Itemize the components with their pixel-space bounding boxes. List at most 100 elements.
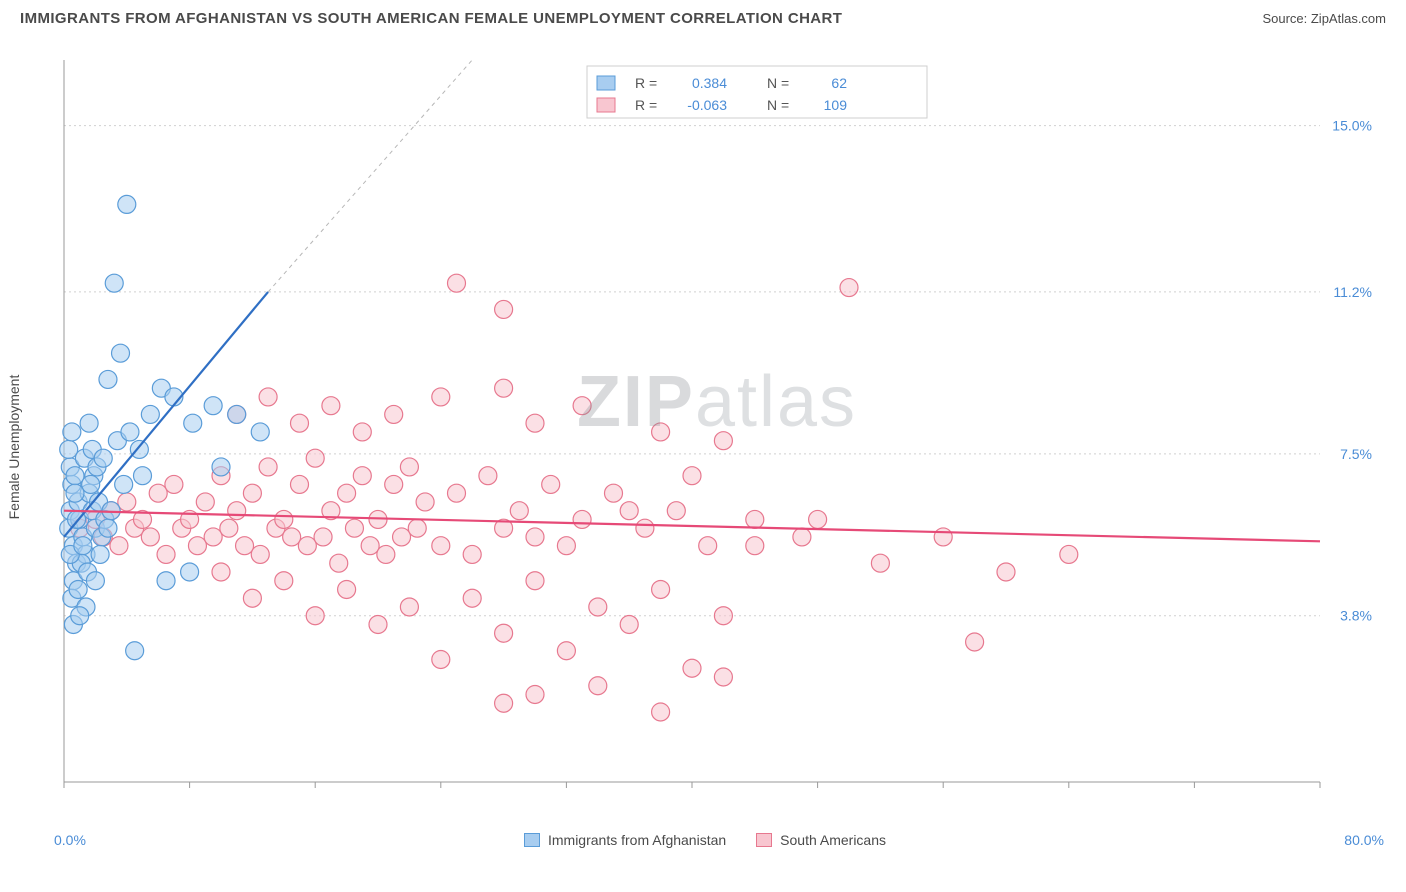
- data-point-blue: [157, 572, 175, 590]
- data-point-pink: [306, 449, 324, 467]
- data-point-blue: [66, 467, 84, 485]
- data-point-pink: [526, 528, 544, 546]
- data-point-pink: [589, 677, 607, 695]
- data-point-pink: [667, 502, 685, 520]
- chart-title: IMMIGRANTS FROM AFGHANISTAN VS SOUTH AME…: [20, 10, 842, 27]
- data-point-pink: [793, 528, 811, 546]
- data-point-pink: [322, 397, 340, 415]
- data-point-pink: [165, 475, 183, 493]
- data-point-pink: [997, 563, 1015, 581]
- data-point-pink: [361, 537, 379, 555]
- data-point-pink: [338, 484, 356, 502]
- data-point-blue: [112, 344, 130, 362]
- data-point-pink: [377, 545, 395, 563]
- data-point-pink: [746, 537, 764, 555]
- data-point-blue: [74, 537, 92, 555]
- data-point-pink: [934, 528, 952, 546]
- data-point-blue: [212, 458, 230, 476]
- data-point-pink: [141, 528, 159, 546]
- data-point-pink: [204, 528, 222, 546]
- data-point-pink: [243, 484, 261, 502]
- data-point-pink: [228, 502, 246, 520]
- legend-item-series1: Immigrants from Afghanistan: [524, 832, 726, 848]
- y-tick-label: 11.2%: [1333, 284, 1372, 300]
- stats-swatch-blue: [597, 76, 615, 90]
- data-point-pink: [188, 537, 206, 555]
- data-point-blue: [91, 545, 109, 563]
- data-point-pink: [400, 598, 418, 616]
- data-point-blue: [86, 572, 104, 590]
- data-point-pink: [448, 274, 466, 292]
- data-point-pink: [495, 379, 513, 397]
- data-point-pink: [699, 537, 717, 555]
- data-point-pink: [251, 545, 269, 563]
- data-point-pink: [636, 519, 654, 537]
- stats-n-value: 109: [824, 97, 848, 113]
- data-point-pink: [605, 484, 623, 502]
- data-point-blue: [63, 423, 81, 441]
- data-point-pink: [345, 519, 363, 537]
- data-point-blue: [115, 475, 133, 493]
- x-min-label: 0.0%: [54, 832, 86, 848]
- data-point-pink: [573, 397, 591, 415]
- data-point-pink: [495, 694, 513, 712]
- data-point-pink: [353, 467, 371, 485]
- trendline-blue-ext: [268, 60, 472, 292]
- y-axis-label: Female Unemployment: [6, 375, 22, 520]
- stats-r-label: R =: [635, 97, 657, 113]
- data-point-pink: [385, 475, 403, 493]
- data-point-pink: [243, 589, 261, 607]
- data-point-pink: [652, 703, 670, 721]
- data-point-pink: [306, 607, 324, 625]
- data-point-pink: [291, 475, 309, 493]
- legend-item-series2: South Americans: [756, 832, 886, 848]
- data-point-blue: [105, 274, 123, 292]
- data-point-pink: [393, 528, 411, 546]
- stats-n-value: 62: [831, 75, 847, 91]
- data-point-pink: [526, 414, 544, 432]
- data-point-pink: [526, 572, 544, 590]
- data-point-blue: [228, 405, 246, 423]
- data-point-pink: [1060, 545, 1078, 563]
- data-point-blue: [82, 475, 100, 493]
- data-point-pink: [275, 572, 293, 590]
- stats-r-label: R =: [635, 75, 657, 91]
- data-point-pink: [573, 510, 591, 528]
- data-point-pink: [714, 668, 732, 686]
- data-point-pink: [259, 388, 277, 406]
- stats-r-value: -0.063: [687, 97, 727, 113]
- data-point-pink: [314, 528, 332, 546]
- y-tick-label: 15.0%: [1332, 118, 1372, 134]
- data-point-blue: [94, 449, 112, 467]
- data-point-pink: [557, 537, 575, 555]
- data-point-pink: [620, 615, 638, 633]
- data-point-blue: [60, 440, 78, 458]
- data-point-pink: [652, 423, 670, 441]
- y-tick-label: 3.8%: [1340, 608, 1372, 624]
- stats-n-label: N =: [767, 75, 789, 91]
- data-point-pink: [118, 493, 136, 511]
- chart-svg: 3.8%7.5%11.2%15.0%R =0.384N =62R =-0.063…: [54, 52, 1380, 812]
- data-point-pink: [432, 650, 450, 668]
- data-point-pink: [746, 510, 764, 528]
- chart-wrap: Female Unemployment 3.8%7.5%11.2%15.0%R …: [20, 42, 1390, 852]
- data-point-blue: [184, 414, 202, 432]
- data-point-pink: [589, 598, 607, 616]
- data-point-pink: [652, 580, 670, 598]
- x-max-label: 80.0%: [1344, 832, 1384, 848]
- data-point-pink: [149, 484, 167, 502]
- stats-r-value: 0.384: [692, 75, 727, 91]
- data-point-blue: [118, 195, 136, 213]
- legend-swatch-pink: [756, 833, 772, 847]
- data-point-pink: [400, 458, 418, 476]
- legend-swatch-blue: [524, 833, 540, 847]
- source-link[interactable]: ZipAtlas.com: [1311, 11, 1386, 26]
- data-point-pink: [871, 554, 889, 572]
- stats-n-label: N =: [767, 97, 789, 113]
- data-point-pink: [542, 475, 560, 493]
- data-point-pink: [259, 458, 277, 476]
- data-point-pink: [416, 493, 434, 511]
- data-point-pink: [463, 589, 481, 607]
- data-point-pink: [338, 580, 356, 598]
- data-point-pink: [432, 537, 450, 555]
